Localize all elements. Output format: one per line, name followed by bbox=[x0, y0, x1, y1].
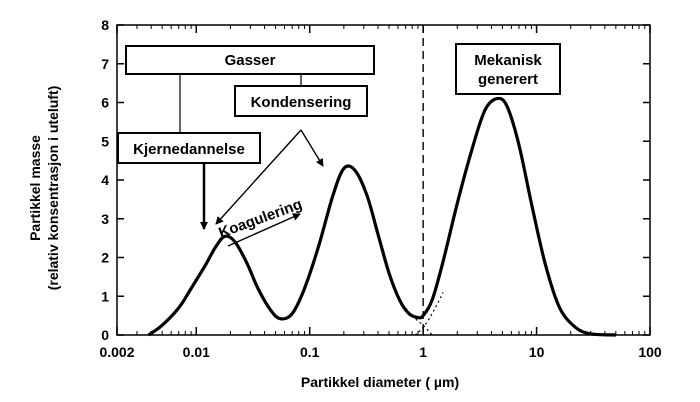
kjernedannelse-label: Kjernedannelse bbox=[133, 141, 245, 158]
kondensering-label: Kondensering bbox=[251, 94, 352, 111]
koagulering-label: Koagulering bbox=[216, 196, 304, 242]
y-tick-label: 7 bbox=[101, 56, 109, 72]
gasser-box bbox=[125, 45, 375, 75]
y-axis-title-line1: Partikkel masse bbox=[27, 135, 43, 241]
y-tick-label: 1 bbox=[101, 288, 109, 304]
x-axis-title: Partikkel diameter ( µm) bbox=[301, 374, 459, 390]
kondensering-arrow-right bbox=[300, 129, 324, 167]
y-tick-label: 2 bbox=[101, 250, 109, 266]
mekanisk-label-line2: generert bbox=[478, 71, 538, 88]
gasser-label: Gasser bbox=[225, 52, 276, 69]
y-tick-label: 5 bbox=[101, 133, 109, 149]
y-tick-label: 8 bbox=[101, 17, 109, 33]
x-tick-label: 0.01 bbox=[183, 344, 210, 360]
y-tick-label: 0 bbox=[101, 327, 109, 343]
y-tick-label: 3 bbox=[101, 211, 109, 227]
kondensering-arrow-left bbox=[215, 129, 302, 225]
y-tick-label: 6 bbox=[101, 95, 109, 111]
kjernedannelse-box bbox=[117, 132, 261, 164]
x-tick-label: 0.1 bbox=[300, 344, 320, 360]
mekanisk-box bbox=[455, 43, 561, 95]
x-tick-label: 100 bbox=[638, 344, 662, 360]
y-tick-label: 4 bbox=[101, 172, 109, 188]
x-tick-label: 0.002 bbox=[99, 344, 134, 360]
y-axis-title-line2: (relativ konsentrasjon i uteluft) bbox=[45, 86, 61, 291]
dotted-mode-tail bbox=[414, 292, 444, 336]
x-tick-label: 10 bbox=[529, 344, 545, 360]
particle-mass-curve bbox=[147, 96, 616, 337]
mekanisk-label-line1: Mekanisk bbox=[474, 52, 542, 69]
koagulering-arrow bbox=[227, 213, 301, 247]
x-tick-label: 1 bbox=[419, 344, 427, 360]
